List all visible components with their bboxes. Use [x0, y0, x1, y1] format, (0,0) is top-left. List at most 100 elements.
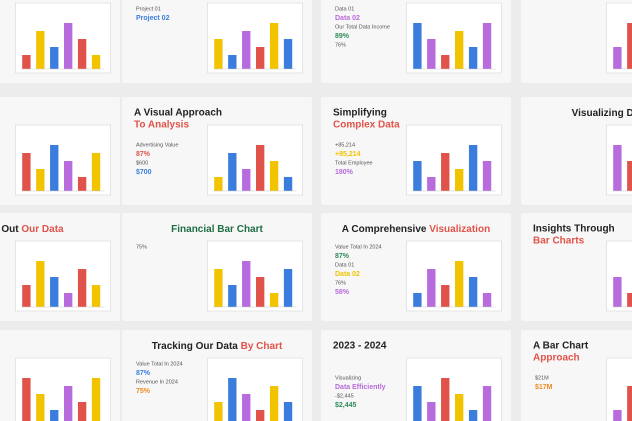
- slide-label: Visualizing: [335, 375, 361, 381]
- slide-label: Data 01: [335, 262, 354, 268]
- slide-label: Data Efficiently: [335, 384, 386, 391]
- decor-bar: [36, 169, 45, 191]
- decor-bar: [22, 285, 31, 307]
- decor-bar: [256, 277, 265, 307]
- decor-bar: [283, 39, 293, 69]
- decor-bar: [441, 285, 450, 307]
- decor-bar: [214, 402, 223, 421]
- decor-bar: [256, 47, 265, 69]
- slide-label: Total Employee: [335, 160, 373, 166]
- decor-bar: [91, 378, 101, 421]
- title-highlight: By Chart: [238, 341, 283, 352]
- decor-bar: [455, 394, 464, 421]
- slide-card: [521, 0, 632, 83]
- decor-bar: [91, 55, 101, 69]
- title-highlight: Our Data: [19, 224, 64, 235]
- slide-label: Project 01: [136, 6, 161, 12]
- decor-bar: [627, 23, 632, 69]
- slide-card: [521, 97, 632, 205]
- slide-label: Data 02: [335, 15, 360, 22]
- title-part: Visualizing Data W: [572, 108, 632, 119]
- decor-bar: [455, 169, 464, 191]
- decor-bar: [77, 269, 87, 307]
- slide-label: Revenue In 2024: [136, 379, 178, 385]
- decor-bar: [269, 161, 279, 191]
- decor-bar: [228, 378, 237, 421]
- decor-bar: [77, 177, 87, 191]
- slide-label: Advertising Value: [136, 142, 178, 148]
- decor-bar: [455, 31, 464, 69]
- decor-bar: [441, 55, 450, 69]
- title-part: A Comprehensive: [342, 224, 427, 235]
- slide-label: +85,214: [335, 142, 355, 148]
- decor-bar: [441, 378, 450, 421]
- decor-bar: [613, 47, 622, 69]
- decor-bar: [22, 378, 31, 421]
- decor-bar: [228, 285, 237, 307]
- decor-bar: [269, 23, 279, 69]
- decor-bar: [283, 177, 293, 191]
- decor-bar: [482, 386, 492, 421]
- slide-title: A Bar Chart: [533, 341, 589, 352]
- title-part: Financial Bar Chart: [171, 224, 263, 235]
- decor-bar: [427, 39, 436, 69]
- slide-card: [521, 330, 632, 421]
- decor-bar: [283, 269, 293, 307]
- slide-label: Data 01: [335, 6, 354, 12]
- decor-bar: [269, 386, 279, 421]
- decor-bar: [50, 410, 59, 421]
- decor-bar: [50, 47, 59, 69]
- decor-bar: [36, 261, 45, 307]
- decor-bar: [482, 293, 492, 307]
- decor-bar: [242, 261, 251, 307]
- slide-label: $600: [136, 160, 148, 166]
- slide-title-highlight: To Analysis: [134, 120, 189, 131]
- decor-bar: [613, 277, 622, 307]
- slide-label: Project 02: [136, 15, 170, 22]
- decor-bar: [22, 153, 31, 191]
- slide-label: +85,214: [335, 151, 361, 158]
- decor-bar: [413, 293, 422, 307]
- decor-bar: [22, 55, 31, 69]
- slide-title: 2023 - 2024: [333, 341, 387, 352]
- slide-title: ng Out Our Data: [0, 224, 64, 235]
- decor-bar: [427, 402, 436, 421]
- decor-bar: [214, 39, 223, 69]
- slide-label: -$2,445: [335, 393, 354, 399]
- slide-label: 87%: [136, 151, 151, 158]
- slide-label: 76%: [335, 42, 346, 48]
- slide-title: Tracking Our Data By Chart: [152, 341, 283, 352]
- slide-label: 89%: [335, 33, 350, 40]
- decor-bar: [455, 261, 464, 307]
- slide-label: $2,445: [335, 402, 357, 409]
- decor-bar: [468, 277, 478, 307]
- decor-bar: [427, 177, 436, 191]
- decor-bar: [228, 55, 237, 69]
- decor-bar: [64, 293, 73, 307]
- decor-bar: [613, 410, 622, 421]
- decor-bar: [36, 394, 45, 421]
- decor-bar: [91, 153, 101, 191]
- slide-title: A Visual Approach: [134, 108, 222, 119]
- decor-bar: [613, 145, 622, 191]
- slide-title-highlight: Complex Data: [333, 120, 400, 131]
- slide-label: 180%: [335, 169, 354, 176]
- decor-bar: [242, 169, 251, 191]
- slide-label: Value Total In 2024: [335, 244, 382, 250]
- title-part: Tracking Our Data: [152, 341, 239, 352]
- decor-bar: [91, 285, 101, 307]
- decor-bar: [36, 31, 45, 69]
- decor-bar: [64, 161, 73, 191]
- decor-bar: [77, 402, 87, 421]
- decor-bar: [427, 269, 436, 307]
- decor-bar: [627, 386, 632, 421]
- decor-bar: [468, 145, 478, 191]
- slide-label: Value Total In 2024: [136, 361, 183, 367]
- decor-bar: [468, 410, 478, 421]
- decor-bar: [269, 293, 279, 307]
- slide-title: Visualizing Data W: [572, 108, 632, 119]
- decor-bar: [482, 23, 492, 69]
- decor-bar: [413, 386, 422, 421]
- slide-title: A Comprehensive Visualization: [342, 224, 490, 235]
- slide-label: 87%: [335, 253, 350, 260]
